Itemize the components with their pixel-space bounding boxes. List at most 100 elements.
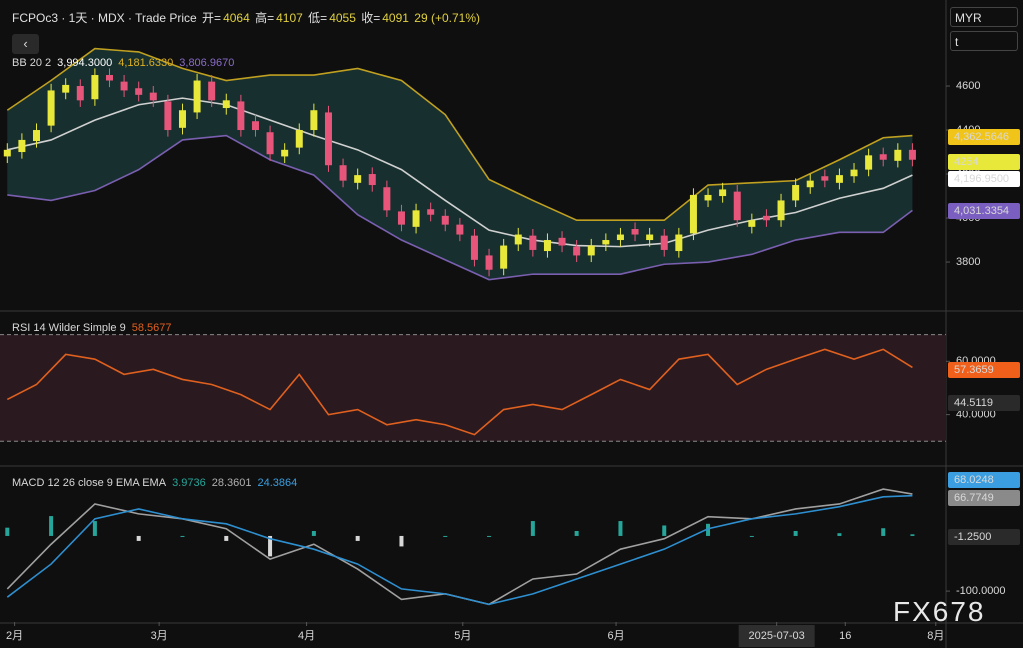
histogram-bar: [910, 534, 914, 536]
candle-body: [456, 225, 463, 235]
x-tick-label: 16: [839, 630, 851, 642]
histogram-bar: [794, 531, 798, 536]
histogram-bar: [312, 531, 316, 536]
candle-body: [471, 236, 478, 260]
legend: BB 20 2 3,994.3000 4,181.6330 3,806.9670: [12, 57, 234, 69]
histogram-bar: [224, 536, 228, 541]
unit-select[interactable]: t: [950, 31, 1018, 51]
x-tick-label: 6月: [608, 630, 625, 642]
header: FCPOc3 · 1天 · MDX · Trade Price 开=4064 高…: [12, 9, 482, 26]
histogram-bar: [356, 536, 360, 541]
candle-body: [208, 82, 215, 101]
price-tag-label: 68.0248: [954, 474, 994, 486]
candle-body: [413, 210, 420, 227]
candle-body: [486, 255, 493, 269]
x-tick-label: 8月: [927, 630, 944, 642]
legend-label: BB 20 2: [12, 57, 51, 69]
watermark: FX678: [893, 596, 986, 628]
indicator-line: [7, 489, 912, 604]
symbol: FCPOc3 · 1天 · MDX · Trade Price: [12, 11, 197, 25]
candle-body: [909, 150, 916, 160]
candle-body: [734, 192, 741, 221]
candle-body: [281, 150, 288, 157]
histogram-bar: [750, 536, 754, 537]
legend-value: 24.3864: [257, 477, 297, 489]
high-label: 高=: [255, 11, 274, 25]
candle-body: [821, 176, 828, 180]
candle-body: [792, 185, 799, 200]
candle-body: [675, 235, 682, 252]
candle-body: [18, 140, 25, 152]
candle-body: [836, 175, 843, 183]
candle-body: [354, 175, 361, 183]
candle-body: [646, 235, 653, 241]
candle-body: [661, 236, 668, 250]
currency-select[interactable]: MYR: [950, 7, 1018, 27]
right-axis-bg: [946, 0, 1023, 648]
candle-body: [325, 112, 332, 165]
candle-body: [851, 170, 858, 177]
price-tag-label: 57.3659: [954, 364, 994, 376]
candle-body: [237, 101, 244, 130]
candle-body: [807, 181, 814, 188]
candle-body: [135, 88, 142, 95]
candle-body: [340, 165, 347, 180]
legend-value: 3.9736: [172, 477, 206, 489]
histogram-bar: [662, 525, 666, 535]
close: 4091: [382, 11, 409, 25]
candle-body: [573, 247, 580, 256]
candle-body: [179, 110, 186, 128]
legend-label: MACD 12 26 close 9 EMA EMA: [12, 477, 167, 489]
y-tick-label: 3800: [956, 256, 980, 268]
price-tag-label: 44.5119: [954, 397, 993, 409]
band-fill: [7, 49, 912, 280]
legend-value: 3,994.3000: [57, 57, 112, 69]
candle-body: [559, 238, 566, 246]
high: 4107: [276, 11, 303, 25]
candle-body: [719, 189, 726, 196]
histogram-bar: [443, 536, 447, 537]
candle-body: [442, 216, 449, 225]
candle-body: [515, 235, 522, 245]
candle-body: [705, 195, 712, 201]
candle-body: [4, 150, 11, 157]
candle-body: [602, 240, 609, 244]
candle-body: [77, 86, 84, 100]
candle-body: [500, 246, 507, 269]
histogram-bar: [399, 536, 403, 546]
x-tick-label: 2月: [6, 630, 23, 642]
candle-body: [427, 209, 434, 215]
back-button[interactable]: ‹: [12, 34, 39, 54]
candle-body: [544, 240, 551, 251]
candle-body: [529, 236, 536, 250]
legend: MACD 12 26 close 9 EMA EMA3.973628.36012…: [12, 477, 297, 489]
price-tag-label: 66.7749: [954, 492, 994, 504]
open-label: 开=: [202, 11, 221, 25]
legend-value: 3,806.9670: [179, 57, 234, 69]
candle-body: [748, 220, 755, 227]
candle-body: [48, 90, 55, 125]
legend-value: 4,181.6330: [118, 57, 173, 69]
histogram-bar: [49, 516, 53, 536]
open: 4064: [223, 11, 250, 25]
price-tag-label: 4,362.5646: [954, 131, 1009, 143]
candle-body: [763, 216, 770, 220]
candle-body: [369, 174, 376, 185]
close-label: 收=: [361, 11, 380, 25]
x-tick-label: 4月: [298, 630, 315, 642]
histogram-bar: [93, 521, 97, 536]
x-tick-label: 5月: [454, 630, 471, 642]
price-tag-label: 4254: [954, 156, 978, 168]
candle-body: [150, 93, 157, 101]
histogram-bar: [137, 536, 141, 541]
candle-body: [894, 150, 901, 161]
candle-body: [121, 82, 128, 91]
candle-body: [91, 75, 98, 99]
rsi-band: [0, 335, 946, 442]
candle-body: [383, 187, 390, 210]
histogram-bar: [5, 528, 9, 536]
candle-body: [164, 101, 171, 130]
histogram-bar: [487, 536, 491, 537]
